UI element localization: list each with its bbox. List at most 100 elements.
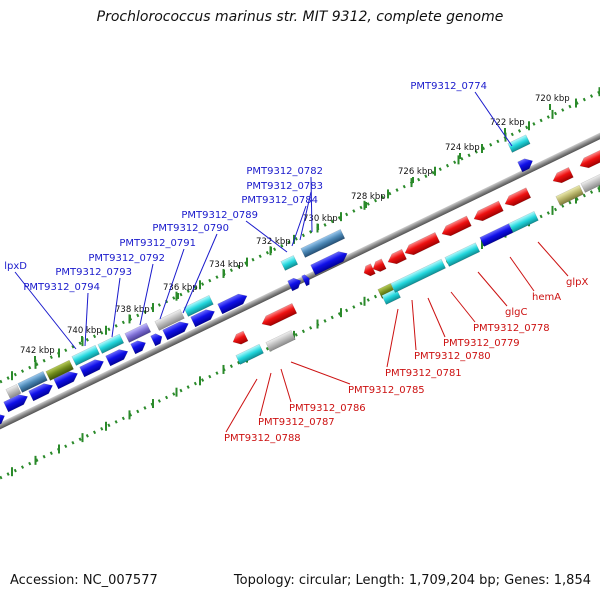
gene-callout-line [14,271,77,350]
reverse-gene-label[interactable]: glpX [566,277,588,288]
forward-gene-arrow[interactable] [301,273,312,287]
forward-gene-arrow[interactable] [217,291,250,315]
gene-callout-line [84,292,89,347]
scale-label: 736 kbp [163,283,198,293]
forward-gene-arrow[interactable] [53,369,80,390]
forward-gene-arrow[interactable] [130,338,148,355]
forward-gene-arrow[interactable] [79,357,106,378]
reverse-gene-arrow[interactable] [578,147,600,171]
scale-label: 728 kbp [351,192,386,202]
forward-gene-box[interactable] [97,333,125,354]
forward-gene-label[interactable]: PMT9312_0774 [410,81,487,92]
reverse-gene-label[interactable]: PMT9312_0779 [443,338,520,349]
reverse-gene-box[interactable] [381,288,401,305]
forward-gene-box[interactable] [45,359,74,381]
forward-gene-arrow[interactable] [517,156,535,173]
reverse-gene-label[interactable]: hemA [532,292,561,303]
gene-callout-line [290,361,351,385]
forward-gene-arrow[interactable] [28,381,55,402]
forward-gene-box[interactable] [154,308,185,331]
reverse-gene-label[interactable]: PMT9312_0785 [348,385,425,396]
reverse-gene-box[interactable] [390,258,446,293]
reverse-gene-box[interactable] [479,223,514,247]
reverse-gene-box[interactable] [235,343,264,365]
reverse-gene-label[interactable]: PMT9312_0788 [224,433,301,444]
forward-gene-arrow[interactable] [287,276,304,292]
gene-labels: PMT9312_0774 PMT9312_0782 PMT9312_0783 PMT9… [4,81,588,444]
forward-gene-label[interactable]: PMT9312_0793 [55,267,132,278]
forward-gene-label[interactable]: PMT9312_0790 [152,223,229,234]
forward-gene-arrow[interactable] [0,411,7,428]
reverse-gene-box[interactable] [444,242,481,267]
gene-callout-line [450,291,476,323]
forward-gene-arrow[interactable] [150,332,165,347]
scale-label: 720 kbp [535,94,570,104]
reverse-gene-arrow[interactable] [403,232,441,258]
forward-gene-box[interactable] [507,134,531,153]
reverse-gene-box[interactable] [555,184,584,206]
forward-gene-arrow[interactable] [190,307,217,328]
reverse-gene-arrow[interactable] [371,258,387,274]
scale-label: 726 kbp [398,167,433,177]
gene-callout-line [310,176,313,233]
reverse-gene-label[interactable]: PMT9312_0778 [473,323,550,334]
forward-gene-box[interactable] [300,229,346,258]
reverse-gene-label[interactable]: PMT9312_0780 [414,351,491,362]
forward-gene-label[interactable]: PMT9312_0794 [23,282,100,293]
reverse-gene-arrow[interactable] [551,167,574,186]
scale-label: 734 kbp [209,260,244,270]
gene-callout-line [291,205,307,247]
reverse-gene-label[interactable]: PMT9312_0781 [385,368,462,379]
forward-gene-box[interactable] [5,383,22,399]
forward-gene-box[interactable] [124,322,152,343]
reverse-gene-label[interactable]: PMT9312_0786 [289,403,366,414]
gene-callout-line [509,256,535,292]
forward-gene-label[interactable]: PMT9312_0792 [88,253,165,264]
forward-gene-box[interactable] [17,370,48,393]
forward-gene-label[interactable]: PMT9312_0783 [246,181,323,192]
reverse-gene-box[interactable] [265,329,296,352]
reverse-gene-box[interactable] [508,210,539,233]
reverse-gene-arrow[interactable] [362,263,376,278]
reverse-gene-arrow[interactable] [503,187,532,209]
scale-label: 742 kbp [20,346,55,356]
reverse-gene-arrow[interactable] [472,200,504,224]
gene-callout-line [259,372,272,417]
gene-callout-line [139,263,154,326]
genome-summary: Topology: circular; Length: 1,709,204 bp… [233,573,591,588]
forward-gene-arrow[interactable] [162,319,191,341]
reverse-gene-label[interactable]: glgC [505,307,527,318]
scale-label: 730 kbp [303,214,338,224]
gene-callout-line [386,308,399,368]
reverse-gene-arrow[interactable] [440,215,472,239]
gene-callout-line [474,91,513,147]
map-title: Prochlorococcus marinus str. MIT 9312, c… [96,9,504,25]
gene-callout-line [111,277,121,338]
forward-gene-label[interactable]: PMT9312_0784 [241,195,318,206]
gene-callouts [14,91,569,433]
scale-label: 738 kbp [115,305,150,315]
reverse-gene-arrow[interactable] [260,303,298,329]
scale-label: 724 kbp [445,143,480,153]
forward-gene-arrow[interactable] [3,392,30,413]
gene-callout-line [537,241,569,277]
forward-gene-label[interactable]: PMT9312_0782 [246,166,323,177]
gene-callout-line [245,220,288,253]
reverse-gene-box[interactable] [580,170,600,193]
reverse-gene-arrow[interactable] [231,330,249,347]
reverse-gene-label[interactable]: PMT9312_0787 [258,417,335,428]
forward-gene-arrow[interactable] [310,249,350,276]
forward-gene-box[interactable] [280,255,299,271]
forward-gene-box[interactable] [71,344,100,366]
gene-callout-line [299,191,312,241]
reverse-gene-arrow[interactable] [386,248,407,267]
forward-gene-label[interactable]: lpxD [4,261,27,272]
scale-label: 740 kbp [67,326,102,336]
forward-gene-box[interactable] [183,294,214,317]
forward-gene-label[interactable]: PMT9312_0791 [119,238,196,249]
forward-gene-label[interactable]: PMT9312_0789 [181,210,258,221]
forward-gene-arrow[interactable] [105,346,131,367]
gene-callout-line [411,299,417,351]
gene-callout-line [427,297,446,338]
